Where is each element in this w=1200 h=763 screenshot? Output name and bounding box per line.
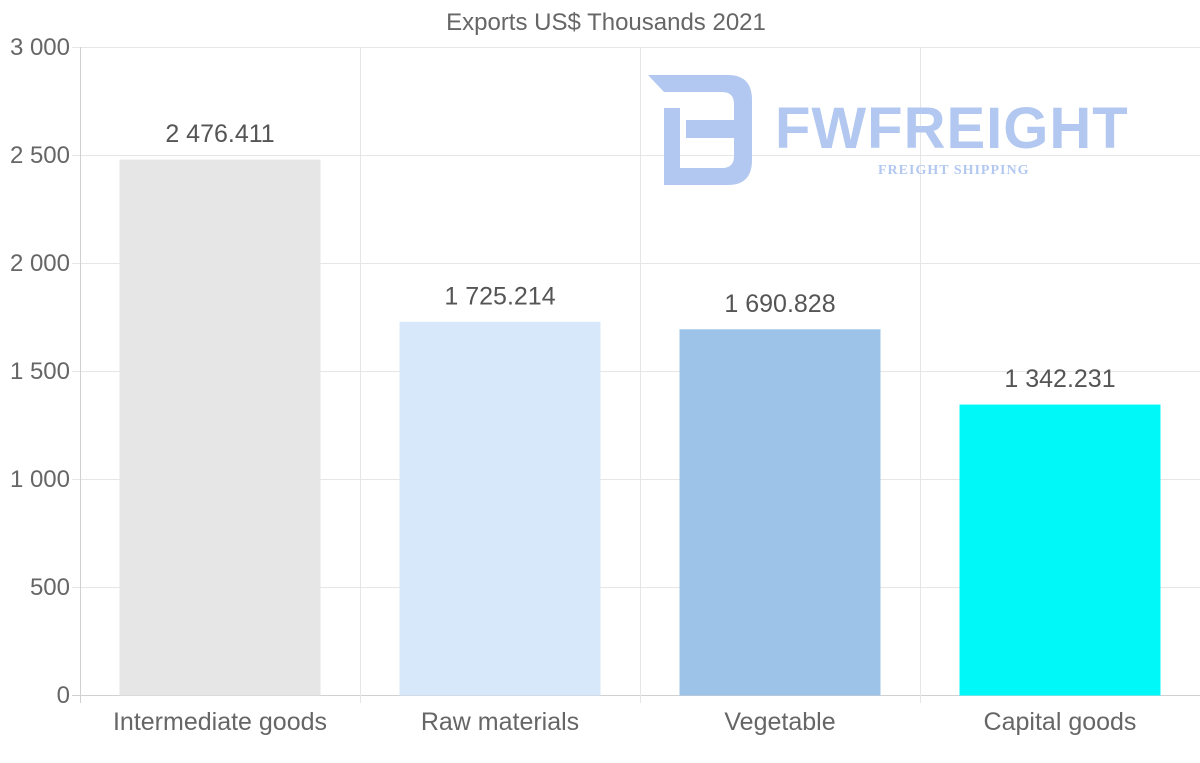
logo-mark-icon <box>648 75 752 185</box>
bar-value-label: 1 342.231 <box>1004 365 1115 393</box>
watermark-tagline: FREIGHT SHIPPING <box>878 163 1030 178</box>
bar-value-label: 2 476.411 <box>165 120 274 148</box>
x-tick-label: Vegetable <box>724 708 835 736</box>
bars <box>119 159 1161 696</box>
fwfreight-logo: FWFREIGHT FREIGHT SHIPPING <box>648 75 1129 185</box>
bar-intermediate-goods[interactable] <box>119 159 321 696</box>
y-tick-label: 500 <box>30 574 70 601</box>
chart-title: Exports US$ Thousands 2021 <box>446 9 766 36</box>
x-axis-ticks: Intermediate goods Raw materials Vegetable… <box>113 708 1136 736</box>
bar-value-label: 1 725.214 <box>444 282 555 310</box>
x-tick-label: Capital goods <box>984 708 1137 736</box>
y-tick-label: 1 500 <box>10 358 70 385</box>
x-tick-label: Intermediate goods <box>113 708 327 736</box>
y-tick-label: 0 <box>57 682 70 709</box>
bar-value-label: 1 690.828 <box>724 290 835 318</box>
watermark-brand: FWFREIGHT <box>775 96 1129 161</box>
y-tick-label: 1 000 <box>10 466 70 493</box>
y-tick-label: 3 000 <box>10 34 70 61</box>
bar-raw-materials[interactable] <box>399 321 601 696</box>
bar-capital-goods[interactable] <box>959 404 1161 696</box>
bar-vegetable[interactable] <box>679 329 881 696</box>
data-labels: 2 476.411 1 725.214 1 690.828 1 342.231 <box>165 120 1115 393</box>
x-tick-label: Raw materials <box>421 708 579 736</box>
y-tick-label: 2 500 <box>10 142 70 169</box>
y-axis-ticks: 0 500 1 000 1 500 2 000 2 500 3 000 <box>10 34 70 709</box>
y-tick-label: 2 000 <box>10 250 70 277</box>
